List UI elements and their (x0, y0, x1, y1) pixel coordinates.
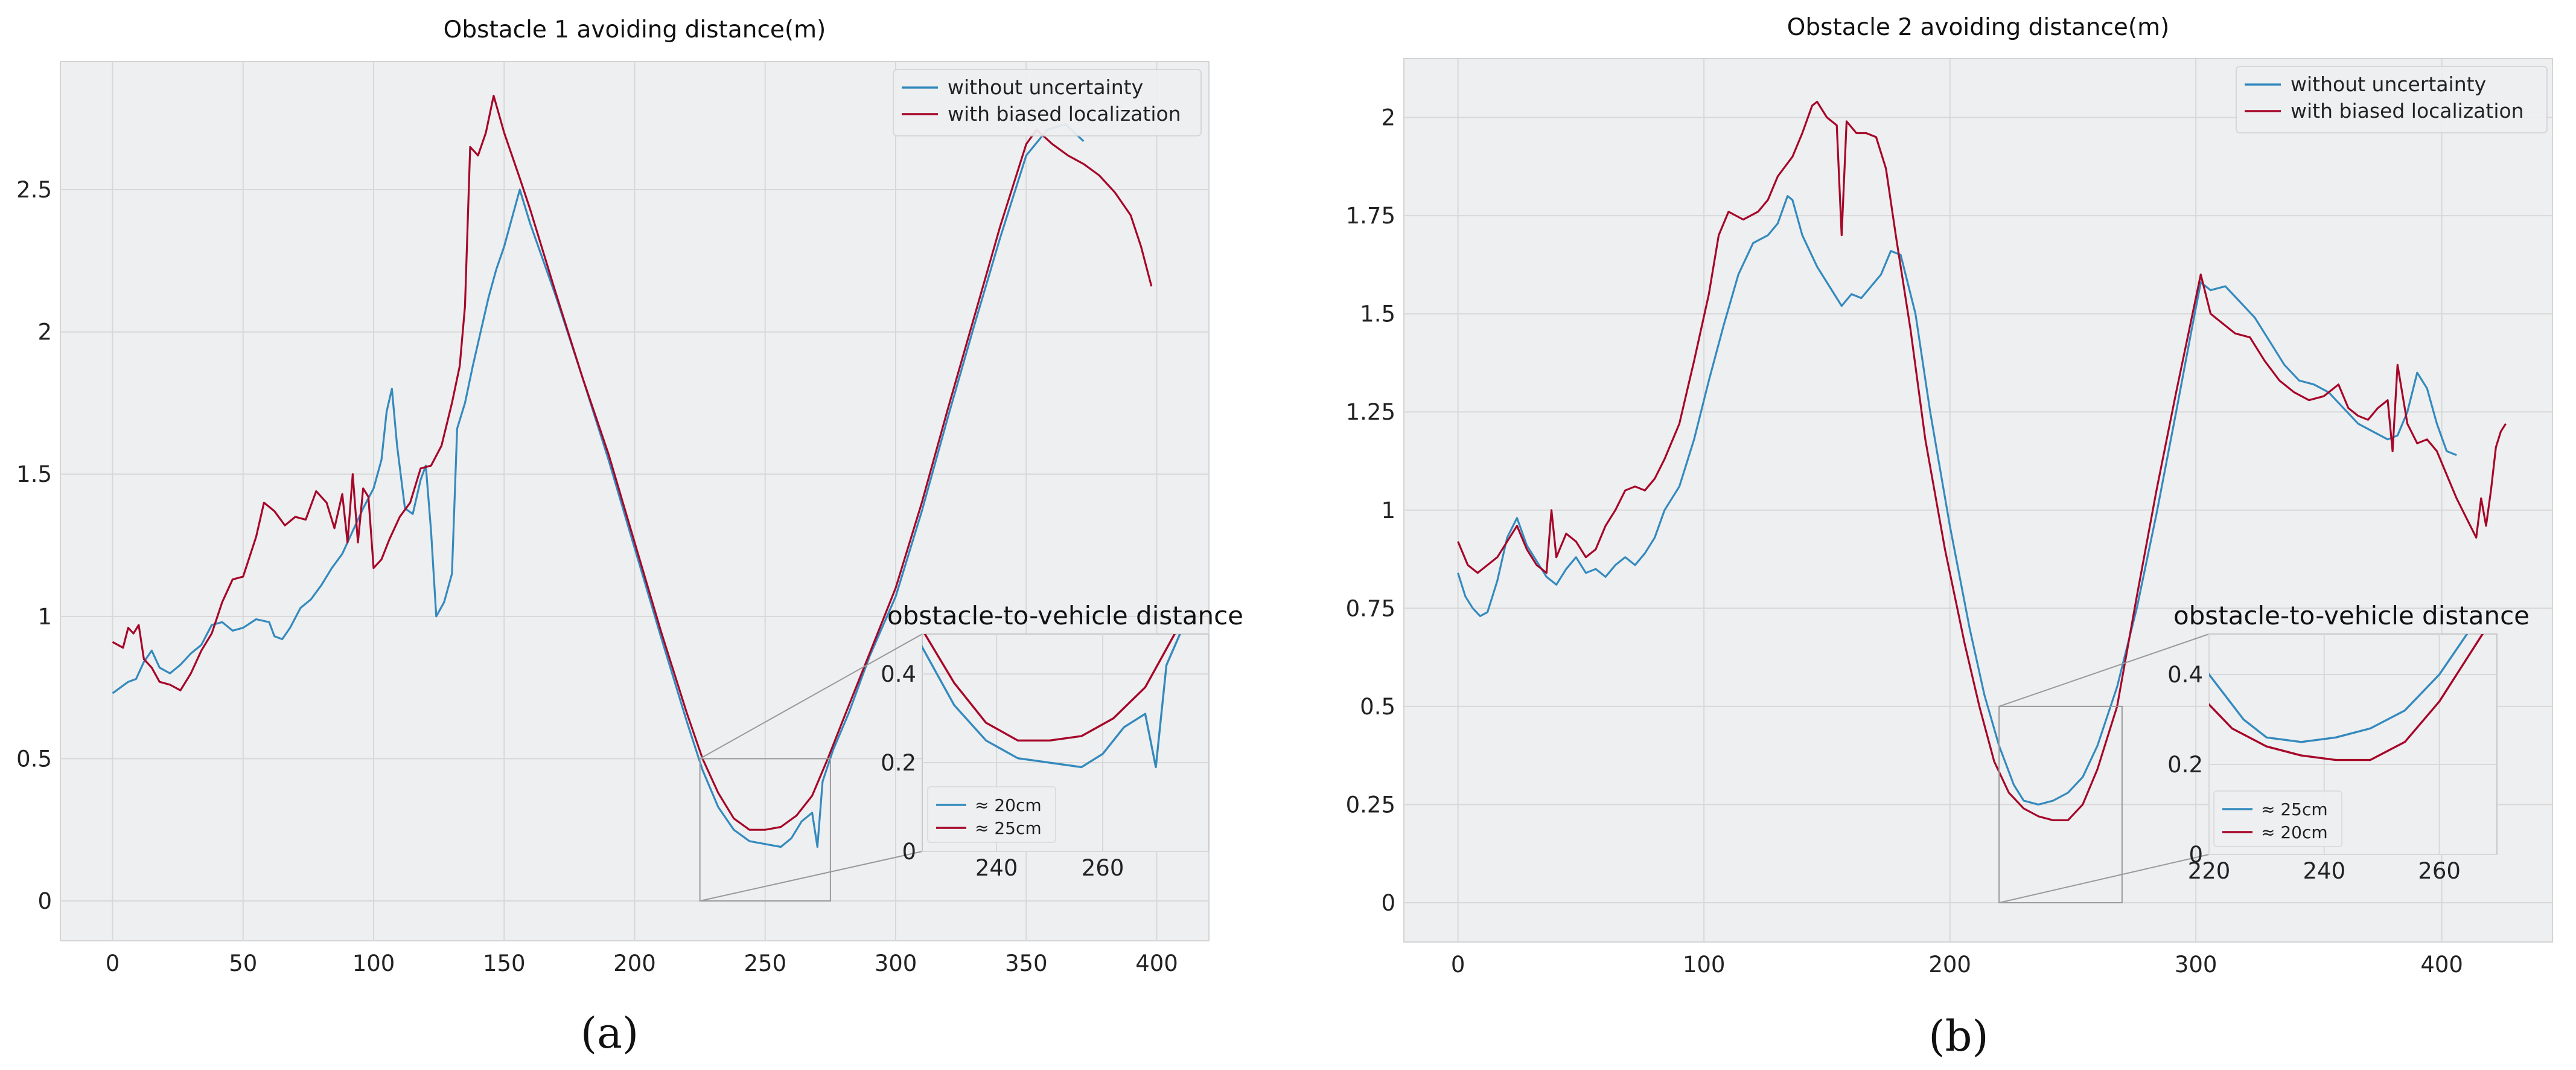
series-group (112, 94, 1153, 848)
zoom-connector (1998, 633, 2210, 707)
inset-legend-label: ≈ 25cm (975, 818, 1042, 838)
x-tick-label: 300 (2175, 952, 2217, 978)
inset-x-tick-label: 260 (2418, 858, 2461, 884)
inset-title: obstacle-to-vehicle distance (887, 601, 1243, 630)
y-tick-label: 2 (1381, 105, 1395, 131)
zoom-box (699, 758, 831, 902)
x-tick-label: 400 (2420, 952, 2463, 978)
y-tick-label: 2 (37, 319, 52, 345)
y-tick-label: 1.5 (1360, 301, 1395, 327)
zoom-connector (700, 633, 923, 760)
figure-caption: (a) (581, 1008, 639, 1058)
legend-label: without uncertainty (948, 75, 1143, 99)
zoom-connector (1998, 854, 2210, 903)
x-tick-label: 150 (483, 950, 526, 976)
y-tick-label: 0.75 (1346, 595, 1395, 621)
x-tick-label: 50 (229, 950, 257, 976)
zoom-connector (700, 851, 923, 902)
x-tick-label: 350 (1005, 950, 1048, 976)
inset-y-tick-label: 0.4 (2167, 662, 2203, 688)
series-group (1457, 100, 2507, 822)
legend-box (893, 69, 1202, 136)
series-line-without-uncertainty (1457, 195, 2457, 806)
figure-caption: (b) (1928, 1011, 1988, 1061)
inset-y-tick-label: 0 (2189, 842, 2203, 868)
x-tick-label: 0 (106, 950, 120, 976)
series-line-without-uncertainty (112, 123, 1085, 848)
inset-title: obstacle-to-vehicle distance (2173, 601, 2530, 630)
x-tick-label: 300 (875, 950, 917, 976)
y-tick-label: 1.75 (1346, 203, 1395, 229)
legend-label: with biased localization (948, 102, 1181, 126)
y-tick-label: 0.25 (1346, 792, 1395, 818)
legend-label: without uncertainty (2291, 72, 2486, 96)
panel-a: 0 50 100 150 200 250 300 350 400 0 0.5 1 1.5 2 2.5 Obst… (16, 16, 1243, 1058)
y-tick-label: 0 (1381, 890, 1395, 916)
inset-y-tick-label: 0.2 (2167, 752, 2203, 778)
y-tick-label: 0.5 (16, 746, 52, 772)
y-tick-label: 1 (37, 604, 52, 630)
series-line-with-biased-localization (1457, 100, 2507, 822)
x-tick-label: 250 (744, 950, 786, 976)
inset-series-line-without-uncertainty (922, 634, 1181, 769)
y-tick-label: 0.5 (1360, 694, 1395, 720)
inset-y-tick-label: 0.2 (881, 750, 916, 776)
y-tick-label: 1 (1381, 498, 1395, 524)
x-tick-label: 0 (1451, 952, 1465, 978)
panel-b: 0 100 200 300 400 0 0.25 0.5 0.75 1 1.25 1.5 1.75 2 Ob… (1346, 14, 2553, 1061)
y-tick-label: 0 (37, 888, 52, 914)
y-tick-label: 1.5 (16, 461, 52, 487)
zoom-box (1998, 705, 2123, 903)
x-tick-label: 400 (1135, 950, 1178, 976)
inset-x-tick-label: 240 (2303, 858, 2345, 884)
inset-series-group (922, 634, 1181, 769)
y-tick-label: 1.25 (1346, 399, 1395, 425)
x-tick-label: 100 (352, 950, 395, 976)
y-tick-label: 2.5 (16, 177, 52, 203)
x-tick-label: 200 (1928, 952, 1971, 978)
chart-title: Obstacle 2 avoiding distance(m) (1787, 14, 2170, 41)
inset-legend-label: ≈ 20cm (975, 795, 1042, 815)
inset-x-tick-label: 240 (975, 855, 1018, 881)
x-tick-label: 200 (613, 950, 656, 976)
legend-box (2236, 66, 2548, 133)
inset-y-tick-label: 0.4 (881, 661, 916, 687)
x-tick-label: 100 (1683, 952, 1726, 978)
inset-legend-label: ≈ 25cm (2261, 799, 2328, 819)
inset-legend-label: ≈ 20cm (2261, 822, 2328, 842)
inset-x-tick-label: 220 (2188, 858, 2231, 884)
inset-y-tick-label: 0 (902, 839, 916, 865)
legend-label: with biased localization (2291, 99, 2524, 123)
inset-x-tick-label: 260 (1082, 855, 1124, 881)
series-line-with-biased-localization (112, 94, 1153, 831)
chart-title: Obstacle 1 avoiding distance(m) (444, 16, 826, 43)
